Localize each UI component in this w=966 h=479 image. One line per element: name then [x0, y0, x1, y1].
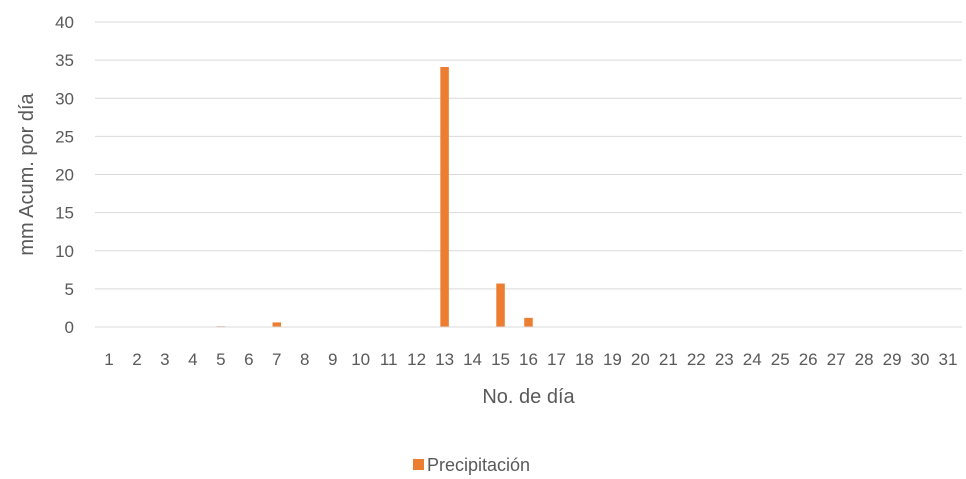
x-tick-label: 27 — [827, 350, 846, 369]
x-tick-label: 23 — [715, 350, 734, 369]
x-tick-label: 1 — [104, 350, 113, 369]
x-tick-label: 3 — [160, 350, 169, 369]
legend-label-precipitacion: Precipitación — [427, 455, 530, 475]
y-tick-label: 0 — [65, 318, 74, 337]
x-tick-label: 4 — [188, 350, 197, 369]
bar-day-13 — [440, 66, 449, 328]
x-tick-label: 6 — [244, 350, 253, 369]
x-tick-label: 15 — [491, 350, 510, 369]
y-tick-label: 35 — [55, 51, 74, 70]
x-tick-label: 26 — [799, 350, 818, 369]
y-tick-label: 30 — [55, 89, 74, 108]
y-tick-label: 20 — [55, 166, 74, 185]
y-tick-label: 5 — [65, 280, 74, 299]
y-tick-label: 15 — [55, 204, 74, 223]
x-tick-label: 2 — [132, 350, 141, 369]
x-tick-label: 11 — [380, 350, 398, 369]
x-tick-label: 5 — [216, 350, 225, 369]
bar-day-16 — [524, 317, 533, 327]
x-tick-label: 13 — [435, 350, 454, 369]
x-tick-label: 14 — [463, 350, 482, 369]
y-axis-title: mm Acum. por día — [16, 92, 38, 255]
x-tick-label: 31 — [939, 350, 958, 369]
x-tick-label: 18 — [575, 350, 594, 369]
x-tick-label: 12 — [407, 350, 426, 369]
x-tick-label: 8 — [300, 350, 309, 369]
bar-day-15 — [496, 283, 505, 327]
x-tick-label: 20 — [631, 350, 650, 369]
legend: Precipitación — [413, 455, 530, 475]
x-axis-title: No. de día — [482, 386, 575, 408]
x-tick-label: 9 — [328, 350, 337, 369]
x-tick-label: 7 — [272, 350, 281, 369]
x-tick-label: 22 — [687, 350, 706, 369]
y-tick-label: 40 — [55, 13, 74, 32]
y-axis-ticks: 0 5 10 15 20 25 30 35 40 — [55, 13, 74, 337]
x-axis-ticks: 1 2 3 4 5 6 7 8 9 10 11 12 13 14 15 16 17 18 19 20 21 22 23 24 2… — [104, 350, 957, 369]
legend-swatch-precipitacion — [413, 459, 424, 470]
x-tick-label: 30 — [911, 350, 930, 369]
x-tick-label: 17 — [547, 350, 566, 369]
x-tick-label: 29 — [883, 350, 902, 369]
y-tick-label: 10 — [55, 242, 74, 261]
gridlines — [95, 21, 962, 290]
bars — [216, 66, 533, 328]
x-tick-label: 16 — [519, 350, 538, 369]
x-tick-label: 28 — [855, 350, 874, 369]
x-tick-label: 10 — [351, 350, 370, 369]
x-tick-label: 25 — [771, 350, 790, 369]
x-tick-label: 21 — [659, 350, 678, 369]
y-tick-label: 25 — [55, 127, 74, 146]
x-tick-label: 24 — [743, 350, 762, 369]
bar-day-7 — [272, 322, 282, 327]
x-tick-label: 19 — [603, 350, 622, 369]
